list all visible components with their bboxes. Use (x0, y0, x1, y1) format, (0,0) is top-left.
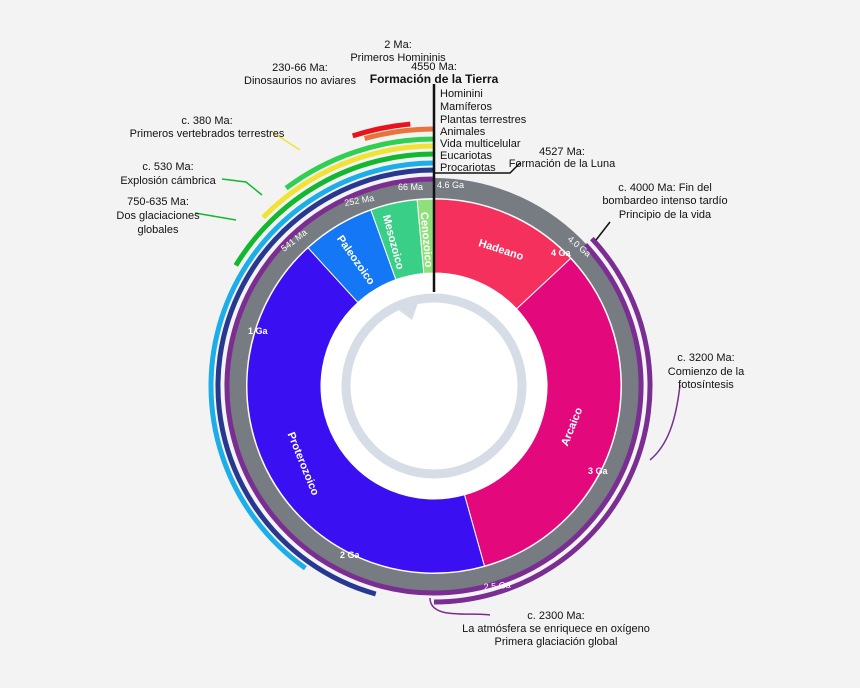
event-cambrian-date: c. 530 Ma: (142, 161, 193, 173)
earth-formation-title: Formación de la Tierra (370, 72, 499, 86)
event-bombardment-date: c. 4000 Ma: Fin del (618, 182, 712, 194)
event-glaciations-date: 750-635 Ma: (127, 196, 189, 208)
animals-arc (261, 143, 435, 220)
leader-lines (194, 131, 681, 616)
label-1-ga: 1 Ga (248, 326, 269, 336)
life-item-mamiferos: Mamíferos (440, 101, 492, 113)
event-bombardment-text: bombardeo intenso tardío (602, 195, 727, 207)
event-photosynthesis-text-2: fotosíntesis (678, 379, 734, 391)
life-item-hominini: Hominini (440, 88, 483, 100)
life-item-eucariotas: Eucariotas (440, 150, 492, 162)
event-cambrian-text: Explosión cámbrica (120, 175, 216, 187)
event-oxygen-date: c. 2300 Ma: (527, 610, 584, 622)
tick-66-ma: 66 Ma (398, 182, 423, 192)
event-moon-date: 4527 Ma: (539, 146, 585, 158)
event-photosynthesis-date: c. 3200 Ma: (677, 352, 734, 364)
life-item-procariotas: Procariotas (440, 162, 496, 174)
inner-disc (321, 273, 547, 499)
event-photosynthesis-text: Comienzo de la (668, 366, 745, 378)
event-vertebrates-date: c. 380 Ma: (181, 115, 232, 127)
life-item-animales: Animales (440, 126, 486, 138)
event-vertebrates-text: Primeros vertebrados terrestres (130, 128, 285, 140)
event-oxygen-text: La atmósfera se enriquece en oxígeno (462, 623, 650, 635)
prokaryotes-arc (215, 167, 435, 597)
life-arcs (208, 121, 653, 605)
life-list: Hominini Mamíferos Plantas terrestres An… (440, 88, 527, 174)
event-moon-text: Formación de la Luna (509, 158, 616, 170)
early-life-arc (433, 236, 653, 605)
label-2-ga: 2 Ga (340, 550, 361, 560)
multicellular-arc (233, 151, 435, 267)
earth-formation-date: 4550 Ma: (411, 61, 457, 73)
event-hominins-date: 2 Ma: (384, 39, 412, 51)
clockwise-arrow-ring (341, 293, 527, 479)
land-plants-arc (284, 136, 435, 191)
label-4-ga: 4 Ga (551, 248, 572, 258)
event-oxygen-text-2: Primera glaciación global (495, 636, 618, 648)
event-glaciations-text: Dos glaciaciones (116, 210, 200, 222)
event-dinosaurs-date: 230-66 Ma: (272, 62, 328, 74)
life-item-plantas: Plantas terrestres (440, 114, 527, 126)
event-hominins-text: Primeros Homininis (350, 52, 446, 64)
mammals-arc (363, 126, 435, 141)
event-glaciations-text-2: globales (138, 224, 179, 236)
life-item-multicelular: Vida multicelular (440, 138, 521, 150)
event-dinosaurs-text: Dinosaurios no aviares (244, 75, 356, 87)
tick-2-5-ga: 2.5 Ga (483, 580, 511, 592)
tick-4-6-ga: 4.6 Ga (437, 180, 464, 190)
clockwise-arrow-head-icon (396, 297, 420, 320)
event-bombardment-text-2: Principio de la vida (619, 209, 712, 221)
oxygen-arc (224, 176, 644, 596)
dinosaurs-arc (351, 121, 411, 139)
era-label-cenozoico: Cenozoico (418, 212, 435, 269)
label-3-ga: 3 Ga (588, 466, 609, 476)
eukaryotes-arc (208, 160, 435, 571)
